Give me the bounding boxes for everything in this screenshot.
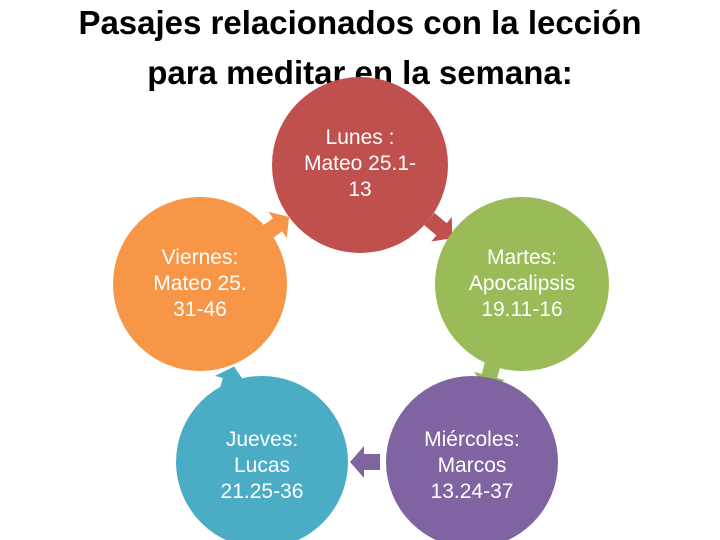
node-label: 13 bbox=[348, 178, 371, 201]
node: Jueves: Lucas 21.25-36 bbox=[176, 376, 348, 540]
arrow bbox=[424, 212, 453, 242]
node: Viernes: Mateo 25. 31-46 bbox=[113, 197, 287, 371]
node-label: Lunes : bbox=[326, 126, 395, 149]
node-label: 13.24-37 bbox=[431, 480, 514, 503]
node-label: Martes: bbox=[487, 246, 557, 269]
node-label: Apocalipsis bbox=[469, 272, 575, 295]
node-circle bbox=[435, 197, 609, 371]
title-line: Pasajes relacionados con la lección bbox=[78, 4, 641, 41]
node-circle bbox=[113, 197, 287, 371]
node-circle bbox=[386, 376, 558, 540]
arrow bbox=[350, 446, 380, 478]
node-label: Mateo 25.1- bbox=[304, 152, 416, 175]
node-circle bbox=[176, 376, 348, 540]
node-circle bbox=[272, 77, 448, 253]
node-label: 19.11-16 bbox=[481, 298, 562, 321]
node-label: Marcos bbox=[438, 454, 507, 477]
node-label: Mateo 25. bbox=[153, 272, 246, 295]
node-label: Miércoles: bbox=[424, 428, 520, 451]
node: Martes: Apocalipsis 19.11-16 bbox=[435, 197, 609, 371]
node: Lunes : Mateo 25.1- 13 bbox=[272, 77, 448, 253]
node-label: Jueves: bbox=[226, 428, 298, 451]
node-label: Viernes: bbox=[162, 246, 239, 269]
node-label: Lucas bbox=[234, 454, 290, 477]
node-label: 21.25-36 bbox=[221, 480, 304, 503]
node: Miércoles: Marcos 13.24-37 bbox=[386, 376, 558, 540]
node-label: 31-46 bbox=[173, 298, 227, 321]
